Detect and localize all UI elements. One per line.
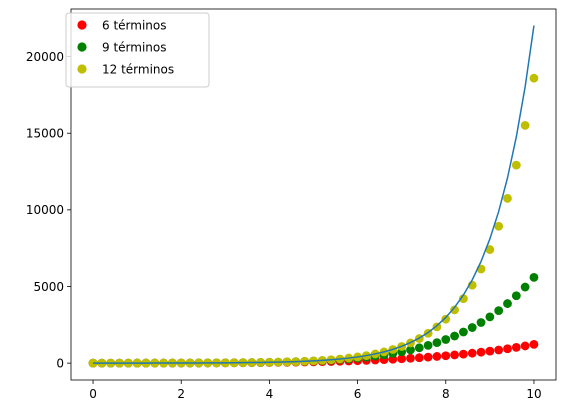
series-1-point [459,349,468,359]
series-3-point [511,160,521,170]
series-3-point [450,305,459,315]
series-3-point [494,221,504,231]
series-2-point [459,327,468,337]
series-3-point [441,314,451,324]
legend-marker [77,42,87,52]
legend-label: 12 términos [102,62,174,76]
series-2-point [529,273,539,282]
series-2-point [520,282,530,292]
series-1-point [450,350,459,360]
series-2-point [494,306,504,315]
plot-marks [88,25,539,368]
series-3-point [503,193,512,203]
series-2-point [467,323,477,332]
series-1-point [529,339,539,349]
series-3-point [459,294,468,304]
series-4-line [93,25,535,364]
series-2-point [441,335,451,344]
series-1-point [485,346,495,356]
legend-box [65,12,210,88]
series-1-point [406,353,415,363]
legend: 6 términos 9 términos 12 términos [65,12,210,88]
series-1-point [441,351,451,361]
x-tick-label: 0 [89,387,97,401]
legend-marker [77,64,87,74]
legend-entry: 6 términos [77,18,166,32]
series-2-point [423,340,433,350]
series-1-point [432,352,442,361]
series-3-point [432,322,442,332]
x-tick-label: 2 [177,387,185,401]
series-3-points [88,73,539,368]
series-1-point [414,353,424,363]
series-2-point [450,331,459,341]
legend-label: 6 términos [102,18,166,32]
x-tick-label: 6 [354,387,362,401]
y-tick-label: 10000 [26,203,64,217]
y-tick-label: 20000 [26,50,64,64]
series-2-point [414,343,424,353]
series-1-point [511,342,521,352]
series-3-point [485,245,495,254]
series-1-point [494,345,504,355]
series-2-point [511,291,521,301]
series-2-point [485,312,495,322]
series-2-point [476,318,486,327]
series-2-point [432,338,442,348]
series-2-point [503,299,512,308]
series-3-point [520,121,530,130]
legend-marker [77,20,87,30]
series-3-point [529,73,539,83]
legend-entry: 12 términos [77,62,174,76]
series-1-point [476,347,486,357]
series-1-point [467,348,477,358]
y-tick-label: 15000 [26,127,64,141]
series-1-point [423,352,433,362]
legend-entry: 9 términos [77,40,166,54]
plot-frame [70,8,557,381]
legend-label: 9 términos [102,40,166,54]
y-tick-label: 0 [56,356,64,370]
x-tick-label: 4 [266,387,274,401]
series-1-point [503,344,512,354]
x-tick-label: 10 [526,387,541,401]
x-tick-label: 8 [442,387,450,401]
series-1-point [397,354,407,364]
series-1-point [520,341,530,351]
series-2-point [406,345,415,355]
y-tick-label: 5000 [33,280,64,294]
